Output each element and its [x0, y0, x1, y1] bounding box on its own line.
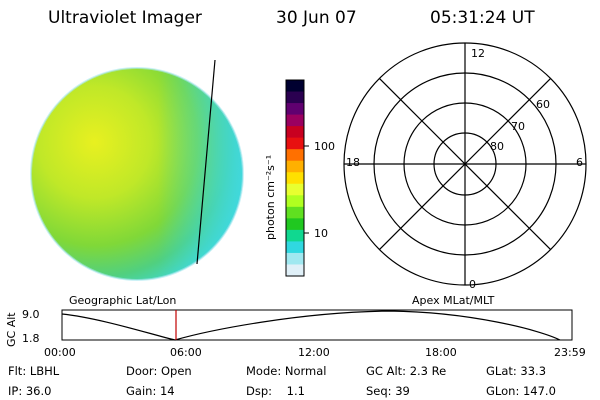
mlt-label-18: 18 [346, 156, 360, 169]
info-gc-alt: GC Alt: 2.3 Re [366, 364, 447, 378]
color-bar-cell [286, 160, 304, 173]
mlt-label-6: 6 [576, 156, 583, 169]
mlt-label-0: 0 [469, 278, 476, 291]
timeline-xtick-1200: 12:00 [298, 346, 330, 359]
uv-disk-edge [31, 68, 243, 280]
terminator-line [196, 59, 216, 265]
instrument-title: Ultraviolet Imager [48, 8, 202, 28]
timeline-ytick-max: 9.0 [22, 308, 40, 321]
timeline-frame [61, 309, 573, 341]
color-bar [285, 79, 309, 277]
color-bar-cell [286, 241, 304, 254]
timeline-right-label: Apex MLat/MLT [412, 294, 495, 307]
altitude-curve [61, 310, 561, 341]
color-bar-cell [286, 91, 304, 104]
timeline-axis-title: GC Alt [5, 312, 18, 347]
color-bar-cell [286, 80, 304, 93]
uv-disk-halo [30, 67, 244, 281]
timeline-xtick-0000: 00:00 [44, 346, 76, 359]
timeline-xtick-1800: 18:00 [425, 346, 457, 359]
polar-plot [343, 42, 587, 286]
timeline-ytick-min: 1.8 [22, 332, 40, 345]
lat-label-80: 80 [490, 140, 504, 153]
color-bar-cell [286, 172, 304, 185]
timeline-plot [61, 309, 573, 341]
lat-label-60: 60 [536, 98, 550, 111]
color-bar-cell [286, 137, 304, 150]
mlt-label-12: 12 [471, 47, 485, 60]
color-bar-label-10: 10 [314, 227, 328, 240]
polar-diagonal-2 [378, 77, 552, 251]
color-bar-unit: photon cm⁻²s⁻¹ [264, 154, 277, 240]
uv-image [30, 59, 244, 281]
time-label: 05:31:24 UT [430, 8, 535, 28]
info-seq: Seq: 39 [366, 384, 410, 398]
timeline-left-label: Geographic Lat/Lon [69, 294, 177, 307]
info-mode: Mode: Normal [246, 364, 327, 378]
color-bar-cell [286, 252, 304, 266]
info-glon: GLon: 147.0 [486, 384, 556, 398]
info-glat: GLat: 33.3 [486, 364, 547, 378]
color-bar-cell [286, 126, 304, 139]
info-gain: Gain: 14 [126, 384, 175, 398]
lat-label-70: 70 [511, 120, 525, 133]
color-bar-cell [286, 114, 304, 127]
color-bar-label-100: 100 [314, 140, 335, 153]
color-bar-frame [285, 79, 305, 277]
color-bar-cell [286, 195, 304, 208]
color-bar-cell [286, 206, 304, 219]
color-bar-cell [286, 183, 304, 196]
color-bar-cell [286, 103, 304, 116]
info-flt: Flt: LBHL [8, 364, 60, 378]
color-bar-cell [286, 229, 304, 243]
date-label: 30 Jun 07 [276, 8, 357, 28]
timeline-xtick-0600: 06:00 [170, 346, 202, 359]
info-door: Door: Open [126, 364, 192, 378]
color-bar-cell [286, 149, 304, 162]
info-dsp: Dsp: 1.1 [246, 384, 305, 398]
color-bar-cell [286, 218, 304, 231]
color-bar-cell [286, 264, 304, 277]
info-ip: IP: 36.0 [8, 384, 52, 398]
timeline-xtick-2359: 23:59 [554, 346, 586, 359]
